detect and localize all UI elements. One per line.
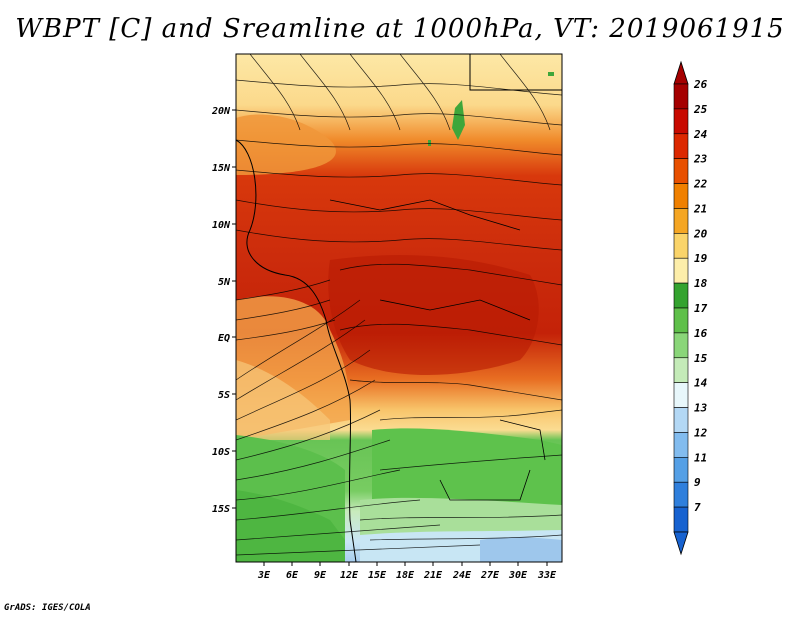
colorbar-swatch bbox=[673, 382, 689, 408]
colorbar-label: 24 bbox=[693, 128, 708, 141]
lon-label: 27E bbox=[480, 570, 500, 581]
lon-label: 21E bbox=[423, 570, 443, 581]
footer-credit: GrADS: IGES/COLA bbox=[4, 603, 91, 613]
colorbar-label: 26 bbox=[693, 78, 708, 91]
colorbar-label: 23 bbox=[693, 153, 708, 166]
colorbar-label: 7 bbox=[694, 501, 701, 514]
lon-label: 6E bbox=[286, 570, 299, 581]
colorbar-label: 22 bbox=[693, 178, 708, 191]
colorbar-swatch bbox=[673, 158, 689, 184]
colorbar-label: 21 bbox=[693, 202, 707, 215]
colorbar-swatch bbox=[673, 183, 689, 209]
colorbar-label: 13 bbox=[694, 402, 708, 415]
lon-label: 9E bbox=[314, 570, 327, 581]
lat-label: 20N bbox=[211, 106, 231, 117]
lon-label: 30E bbox=[508, 570, 528, 581]
lon-label: 18E bbox=[396, 570, 415, 581]
colorbar-label: 18 bbox=[694, 277, 708, 290]
lon-label: 24E bbox=[452, 570, 472, 581]
lat-label: 5N bbox=[218, 277, 231, 288]
lat-label: 10N bbox=[212, 220, 231, 231]
colorbar-label: 11 bbox=[694, 451, 707, 464]
colorbar-swatch bbox=[673, 307, 689, 334]
colorbar-top-arrow bbox=[673, 60, 689, 85]
map-frame bbox=[235, 53, 563, 563]
colorbar-swatch bbox=[673, 481, 689, 508]
lat-label: 15N bbox=[212, 163, 231, 174]
lat-label: 5S bbox=[218, 390, 230, 401]
colorbar-swatch bbox=[673, 83, 689, 110]
colorbar-label: 15 bbox=[694, 352, 708, 365]
lat-label: 10S bbox=[212, 447, 230, 458]
colorbar-label: 20 bbox=[693, 227, 708, 240]
lon-label: 12E bbox=[340, 570, 359, 581]
colorbar-swatch bbox=[673, 407, 689, 433]
colorbar-swatch bbox=[673, 133, 689, 159]
temperature-field bbox=[236, 54, 562, 562]
colorbar-swatch bbox=[673, 332, 689, 359]
lon-label: 33E bbox=[537, 570, 557, 581]
colorbar-bottom-arrow bbox=[673, 531, 689, 556]
colorbar: 26 25 24 23 22 21 20 19 18 17 16 15 14 13 12 11 9 7 bbox=[673, 60, 708, 556]
lat-label: EQ bbox=[218, 333, 230, 344]
colorbar-label: 12 bbox=[694, 426, 708, 439]
colorbar-swatch bbox=[673, 506, 689, 533]
lat-axis: 20N 15N 10N 5N EQ 5S 10S 15S bbox=[211, 106, 236, 515]
colorbar-swatch bbox=[673, 432, 689, 458]
colorbar-label: 17 bbox=[694, 302, 708, 315]
colorbar-label: 14 bbox=[694, 377, 708, 390]
page-title: WBPT [C] and Sreamline at 1000hPa, VT: 2… bbox=[15, 14, 785, 44]
colorbar-swatch bbox=[673, 108, 689, 135]
colorbar-swatch bbox=[673, 457, 689, 483]
lon-label: 15E bbox=[368, 570, 387, 581]
colorbar-label: 25 bbox=[693, 103, 708, 116]
colorbar-swatch bbox=[673, 233, 689, 259]
colorbar-label: 9 bbox=[694, 476, 701, 489]
colorbar-label: 16 bbox=[694, 327, 708, 340]
colorbar-swatch bbox=[673, 208, 689, 234]
lon-label: 3E bbox=[257, 570, 271, 581]
colorbar-label: 19 bbox=[694, 252, 708, 265]
lon-axis: 3E 6E 9E 12E 15E 18E 21E 24E 27E 30E 33E bbox=[257, 562, 557, 581]
colorbar-swatch bbox=[673, 357, 689, 383]
streamlines bbox=[236, 54, 562, 556]
lat-label: 15S bbox=[212, 504, 230, 515]
colorbar-swatch bbox=[673, 282, 689, 309]
colorbar-swatch bbox=[673, 257, 689, 284]
